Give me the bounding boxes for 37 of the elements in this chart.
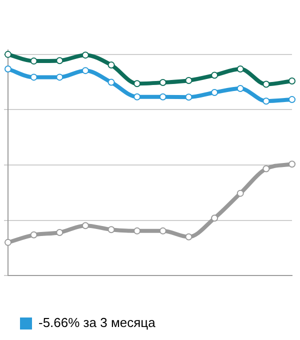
point [82,52,89,59]
point [56,57,64,64]
point [159,93,166,100]
point [4,66,12,73]
point [134,93,141,100]
point [288,77,296,84]
point [185,77,192,84]
point [211,88,218,96]
point [262,80,270,88]
point [56,74,64,81]
point [185,233,192,240]
point [134,80,141,88]
point [211,214,218,222]
point [134,227,141,234]
point [82,222,89,230]
point [211,72,218,79]
legend-label: -5.66% за 3 месяца [38,315,156,330]
point [82,67,89,74]
point [236,66,244,73]
point [185,94,192,101]
point [236,84,244,92]
point [262,98,270,105]
point [236,190,244,197]
point [288,160,296,168]
point [30,74,38,81]
point [262,165,270,172]
point [56,228,64,236]
point [4,238,12,246]
point [108,226,115,234]
point [288,96,296,104]
point [30,58,38,65]
point [4,50,12,58]
point [159,79,166,86]
point [108,78,115,86]
point [30,231,38,238]
point [159,227,166,234]
point [108,62,115,69]
